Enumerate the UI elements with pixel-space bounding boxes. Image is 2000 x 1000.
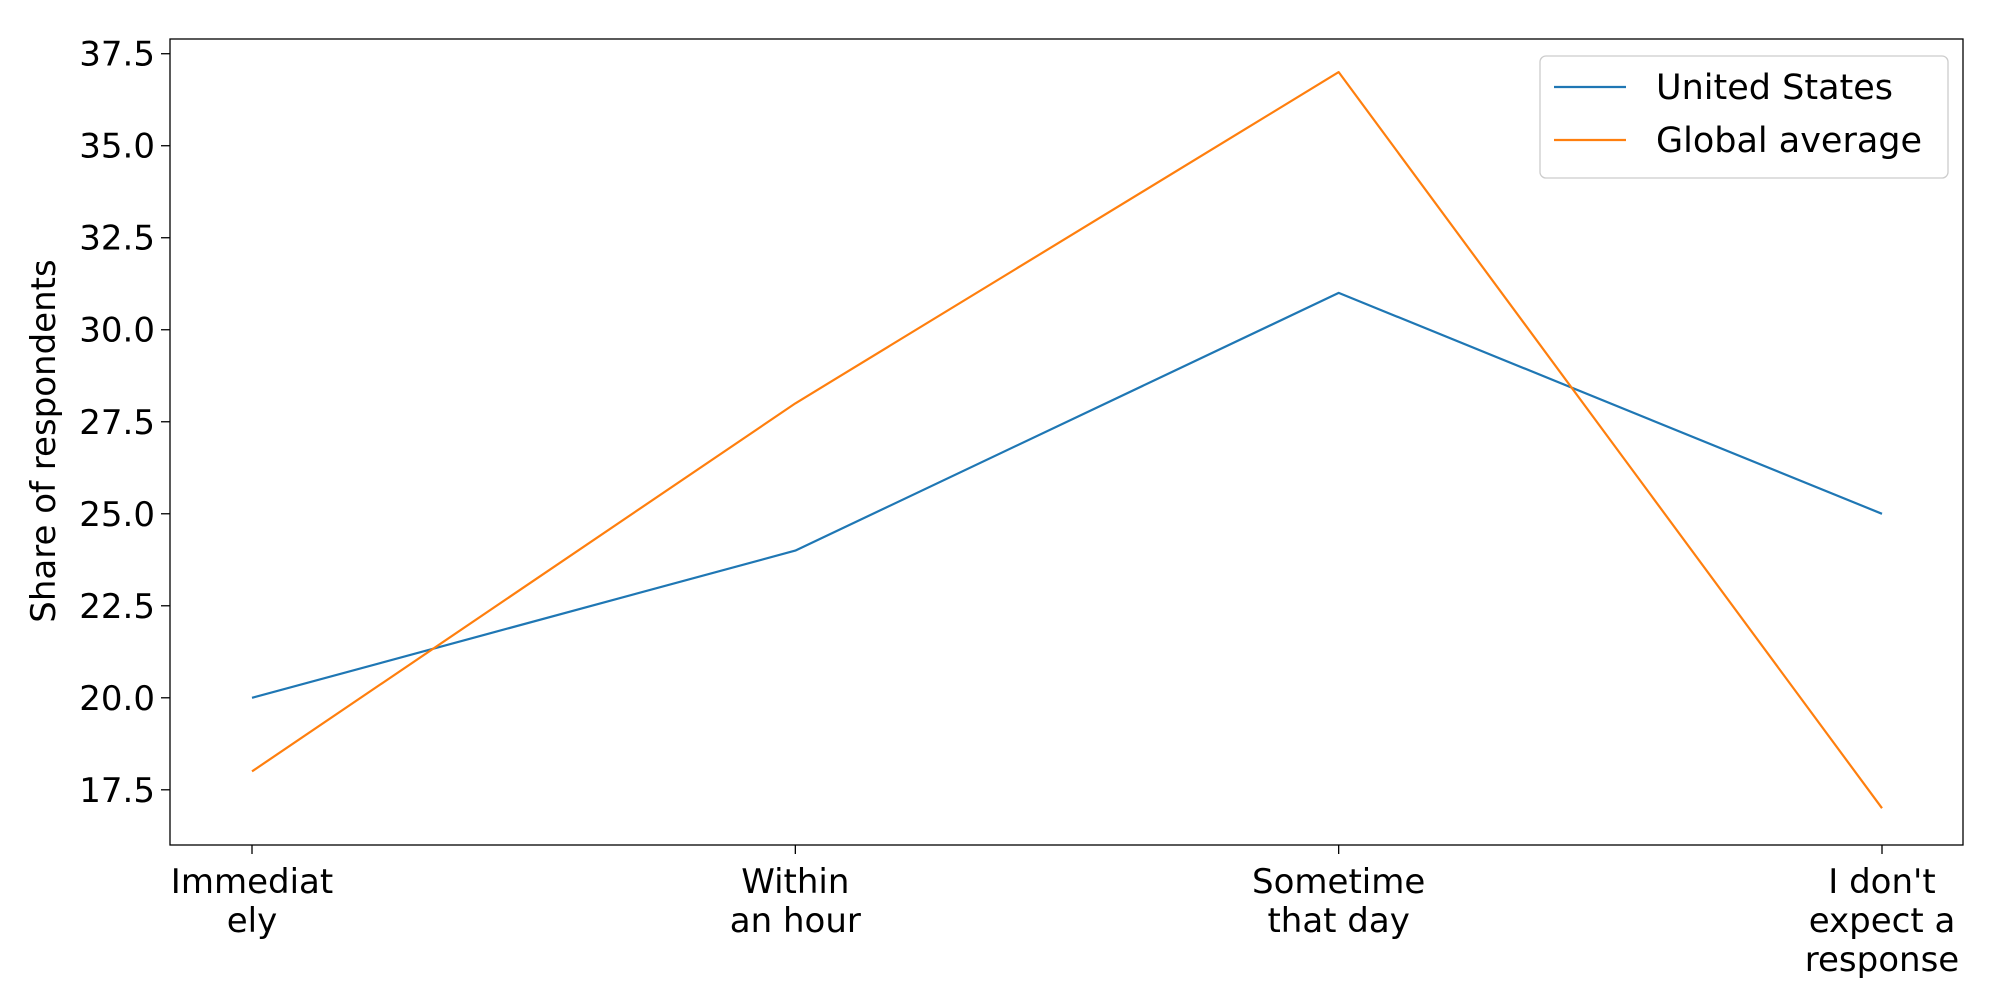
legend-label-1: Global average — [1656, 121, 1922, 161]
y-tick-label: 37.5 — [79, 35, 155, 75]
plot-frame — [169, 38, 1964, 846]
y-tick-label: 35.0 — [79, 127, 155, 167]
x-tick-label: Within an hour — [730, 862, 861, 941]
y-tick-label: 25.0 — [79, 495, 155, 535]
x-tick-label: I don't expect a response — [1805, 862, 1959, 980]
plot-area: 17.5 20.0 22.5 25.0 27.5 30.0 32.5 35.0 37.5 Imme… — [79, 35, 1964, 980]
y-tick-label: 30.0 — [79, 311, 155, 351]
legend: United States Global average — [1539, 55, 1949, 179]
x-tick-label: Immediat ely — [171, 862, 333, 941]
series-line-0 — [251, 291, 1883, 699]
y-tick-label: 20.0 — [79, 679, 155, 719]
y-axis-title: Share of respondents — [24, 259, 64, 622]
y-tick-label: 32.5 — [79, 219, 155, 259]
x-tick-label: Sometime that day — [1252, 862, 1425, 941]
y-tick-label: 17.5 — [79, 771, 155, 811]
legend-box — [1539, 55, 1949, 179]
y-tick-label: 22.5 — [79, 587, 155, 627]
legend-label-0: United States — [1656, 68, 1893, 108]
series-line-1 — [251, 70, 1883, 809]
y-tick-label: 27.5 — [79, 403, 155, 443]
